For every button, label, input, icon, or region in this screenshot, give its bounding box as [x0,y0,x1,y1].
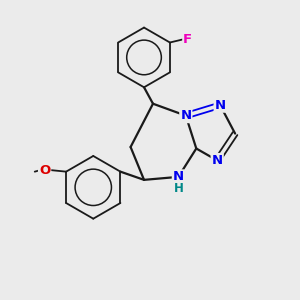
Text: N: N [173,170,184,183]
Text: N: N [180,109,191,122]
Text: N: N [214,99,226,112]
Text: N: N [212,154,223,167]
Text: H: H [174,182,184,195]
Text: F: F [183,33,192,46]
Text: O: O [39,164,50,177]
